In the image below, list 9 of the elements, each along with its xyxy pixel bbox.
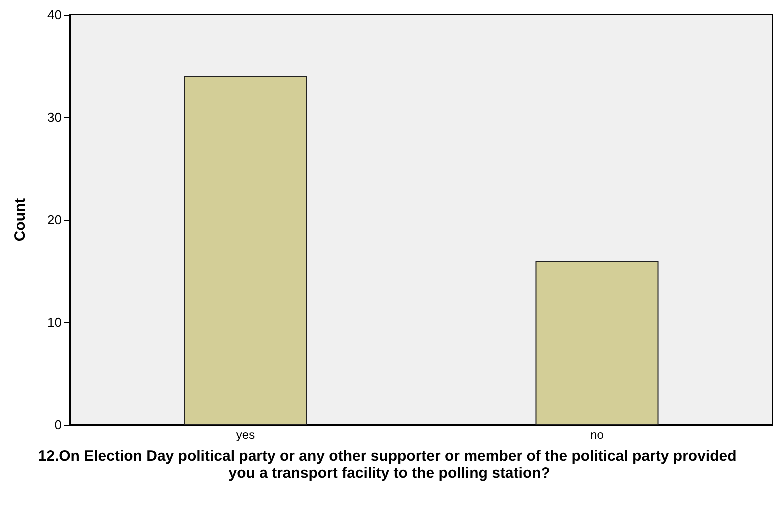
x-tick-label: yes <box>236 428 256 442</box>
y-tick-label: 10 <box>48 315 62 330</box>
y-axis-title: Count <box>12 198 29 242</box>
y-tick-label: 20 <box>48 212 62 228</box>
x-tick-label: no <box>590 428 604 442</box>
x-axis-title: 12.On Election Day political party or any other supporter or member of the political party provided you a transport facility to the polling station? <box>38 448 737 482</box>
y-tick-label: 30 <box>48 110 62 125</box>
y-tick-label: 0 <box>54 418 62 432</box>
y-tick-label: 40 <box>48 8 62 22</box>
